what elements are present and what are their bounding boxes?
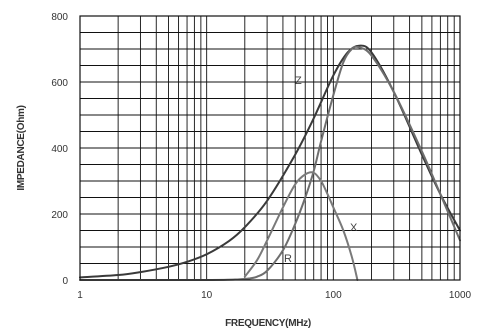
series-lines <box>79 44 461 282</box>
x-tick-labels: 1 10 100 1000 <box>77 290 471 301</box>
series-line-z <box>79 44 461 279</box>
grid <box>79 15 460 281</box>
y-tick-label: 600 <box>51 78 68 89</box>
series-label-x: X <box>350 222 358 234</box>
x-tick-label: 1000 <box>449 290 472 301</box>
y-axis-label: IMPEDANCE(Ohm) <box>16 105 27 190</box>
y-tick-label: 400 <box>51 144 68 155</box>
y-tick-label: 0 <box>62 276 68 287</box>
plot-frame <box>79 15 461 281</box>
x-tick-label: 1 <box>77 290 83 301</box>
y-tick-label: 200 <box>51 210 68 221</box>
x-axis-label: FREQUENCY(MHz) <box>225 318 311 329</box>
y-tick-label: 800 <box>51 12 68 23</box>
series-label-z: Z <box>295 75 302 87</box>
x-tick-label: 10 <box>201 290 213 301</box>
series-line-r <box>79 45 461 282</box>
x-tick-label: 100 <box>325 290 342 301</box>
y-tick-labels: 0 200 400 600 800 <box>51 12 68 287</box>
series-line-x <box>243 171 359 281</box>
series-label-r: R <box>284 253 292 265</box>
